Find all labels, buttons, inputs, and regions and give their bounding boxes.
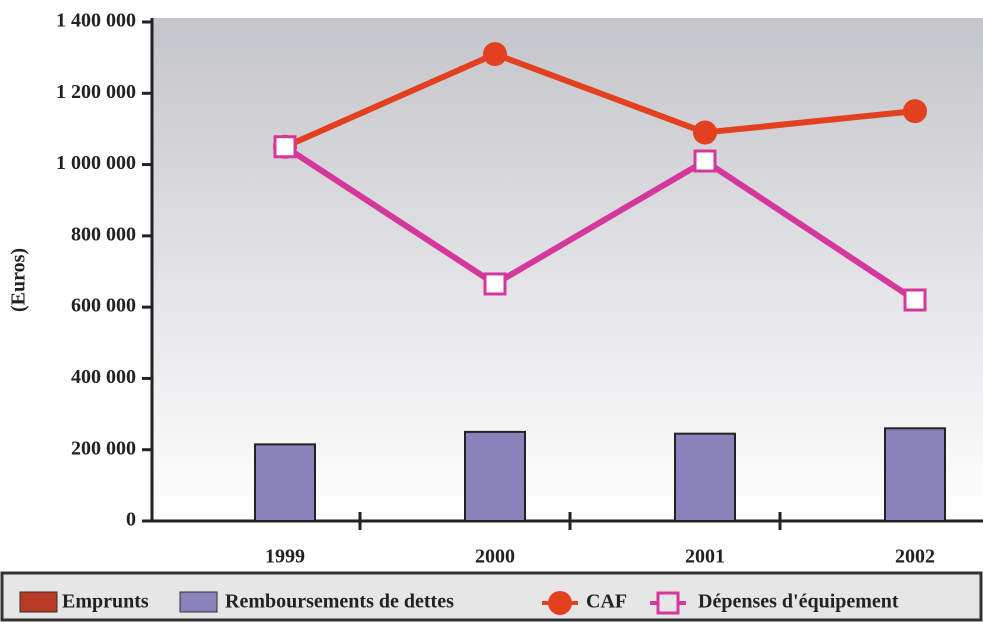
legend-label: Dépenses d'équipement (698, 591, 899, 613)
x-tick-label: 2002 (895, 546, 935, 568)
point (903, 288, 927, 312)
point (693, 149, 717, 173)
bar (674, 432, 736, 522)
bar (884, 427, 946, 523)
x-tick-label: 2001 (685, 546, 725, 568)
bar (254, 443, 316, 522)
point (903, 99, 927, 124)
y-tick-label: 1 000 000 (56, 152, 136, 174)
legend-label: Emprunts (62, 591, 149, 613)
y-tick-label: 1 400 000 (56, 10, 136, 32)
y-tick-label: 0 (126, 509, 136, 531)
x-tick-label: 2000 (475, 546, 515, 568)
line (283, 50, 916, 150)
y-axis-label: (Euros) (8, 248, 30, 312)
y-tick-label: 800 000 (71, 223, 136, 245)
bar (464, 430, 526, 522)
legend-marker (548, 591, 572, 615)
legend-label: Remboursements de dettes (225, 591, 454, 613)
legend-swatch (19, 591, 58, 613)
legend-marker (656, 591, 680, 615)
point (483, 42, 507, 67)
legend-frame (0, 571, 983, 622)
point (693, 120, 717, 145)
x-tick-label: 1999 (265, 546, 305, 568)
point (483, 272, 507, 296)
legend-label: CAF (586, 591, 627, 613)
y-tick-label: 600 000 (71, 295, 136, 317)
y-tick-label: 1 200 000 (56, 81, 136, 103)
legend-swatch (179, 591, 218, 613)
line (283, 144, 917, 303)
y-tick-label: 400 000 (71, 366, 136, 388)
y-tick-label: 200 000 (71, 437, 136, 459)
plot-area (152, 18, 983, 521)
point (273, 135, 297, 159)
